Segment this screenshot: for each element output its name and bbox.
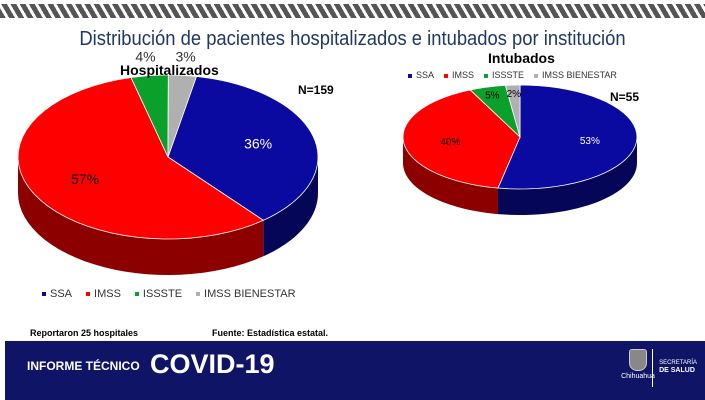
shield-icon [629, 349, 647, 371]
pie-charts: 36% 57% 4% 3% 53% 40% 5% 2% [17, 48, 638, 275]
legend-item: SSA [408, 70, 434, 80]
pie-side-ssa [497, 137, 637, 215]
legend-item: IMSS BIENESTAR [534, 70, 617, 80]
legend-hospitalizados: SSA IMSS ISSSTE IMSS BIENESTAR [42, 288, 296, 300]
data-label: 2% [507, 89, 522, 100]
dept-line1: SECRETARÍA [659, 360, 697, 366]
pie-slice-issste [130, 74, 169, 158]
header-stripe [0, 4, 705, 18]
legend-item: IMSS [86, 288, 121, 300]
department: SECRETARÍA DE SALUD [659, 359, 697, 375]
pie-slice-ssa [497, 84, 638, 190]
legend-swatch [444, 73, 449, 78]
data-label: 57% [71, 171, 99, 187]
pie-slice-imss [17, 77, 265, 240]
hospitals-note: Reportaron 25 hospitales [30, 328, 139, 338]
pie-slice-imss [402, 89, 521, 189]
source-note: Fuente: Estadística estatal. [212, 328, 329, 338]
pie-side-imss [403, 137, 498, 215]
footer-banner: INFORME TÉCNICO COVID-19 Chihuahua SECRE… [5, 341, 705, 400]
chihuahua-logo: Chihuahua [619, 349, 657, 389]
legend-swatch [134, 292, 139, 297]
legend-intubados: SSA IMSS ISSSTE IMSS BIENESTAR [408, 70, 617, 80]
pie-side-imss [18, 157, 264, 275]
chart-title-hospitalizados: Hospitalizados [120, 62, 219, 78]
pie-slice-ssa [167, 76, 319, 221]
data-label: 3% [176, 48, 196, 64]
legend-item: SSA [42, 288, 72, 300]
data-label: 36% [244, 135, 272, 151]
divider [652, 349, 653, 387]
report-label: INFORME TÉCNICO [27, 359, 140, 373]
legend-item: ISSSTE [484, 70, 524, 80]
legend-swatch [484, 73, 489, 78]
legend-swatch [408, 73, 412, 78]
legend-swatch [196, 292, 201, 297]
pie-slice-issste [469, 84, 521, 139]
pie-slice-imss-bienestar [504, 84, 521, 138]
legend-item: IMSS [444, 70, 474, 80]
legend-swatch [534, 73, 539, 78]
n-label-intubados: N=55 [610, 90, 640, 104]
data-label: 53% [580, 136, 600, 147]
dept-line2: DE SALUD [659, 367, 695, 374]
covid-brand: COVID-19 [150, 349, 275, 379]
logo-text: Chihuahua [621, 373, 655, 380]
n-label-hospitalizados: N=159 [298, 83, 334, 97]
data-label: 5% [485, 91, 500, 102]
legend-item: ISSSTE [134, 288, 182, 300]
page-title: Distribución de pacientes hospitalizados… [79, 28, 626, 50]
data-label: 40% [440, 137, 460, 148]
pie-slice-imss-bienestar [167, 74, 197, 158]
legend-swatch [86, 292, 91, 297]
chart-title-intubados: Intubados [488, 50, 555, 66]
legend-swatch [42, 292, 46, 297]
data-label: 4% [135, 49, 155, 65]
legend-item: IMSS BIENESTAR [196, 288, 296, 300]
pie-side-ssa [263, 157, 318, 257]
